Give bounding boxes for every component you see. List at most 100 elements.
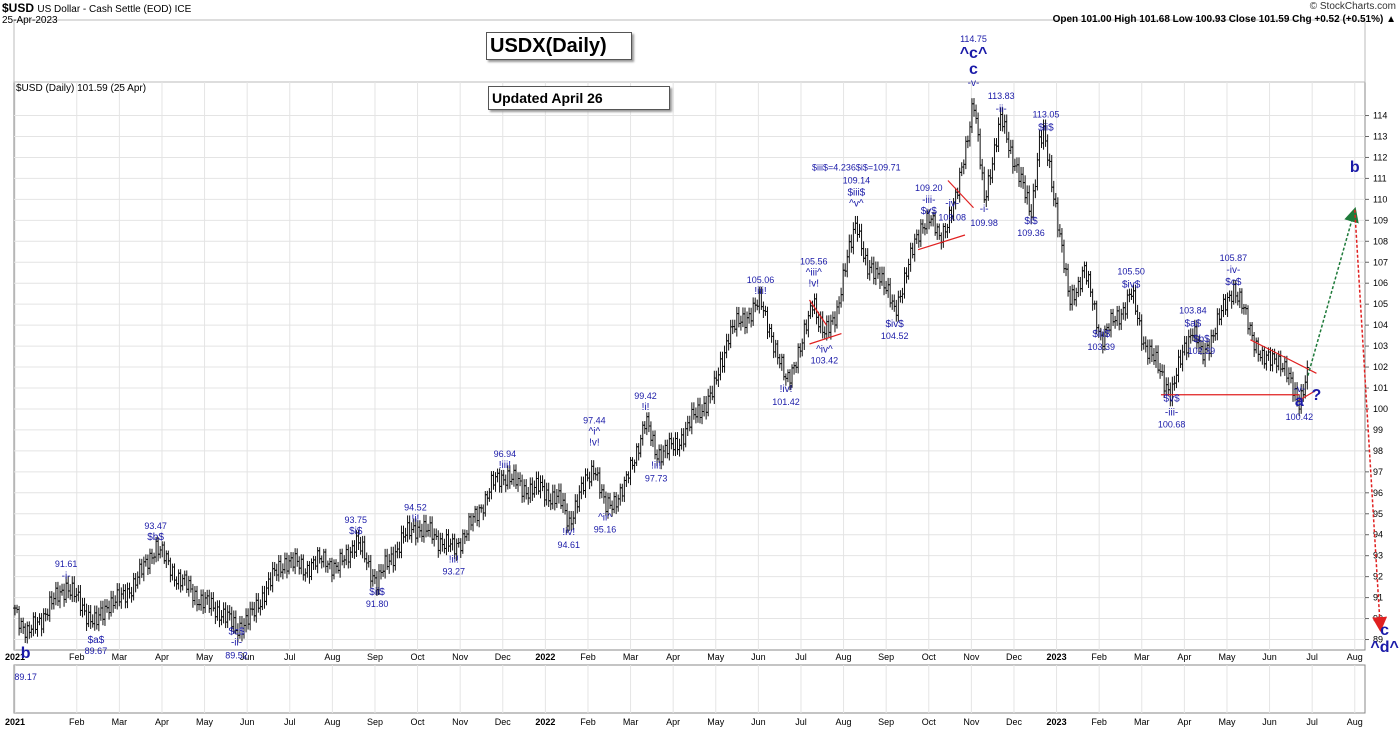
x-tick-label-lower: Oct [922,717,937,727]
x-tick-label-lower: May [196,717,214,727]
y-tick-label: 109 [1373,215,1388,225]
wave-label: ^ii^ [598,512,612,523]
x-tick-label-lower: May [707,717,725,727]
price-label: 89.67 [85,646,108,656]
x-tick-label-lower: Dec [1006,717,1023,727]
price-label: 109.36 [1017,228,1045,238]
x-tick-label-lower: Mar [112,717,128,727]
trendline [1250,339,1317,374]
x-tick-label: Apr [1177,652,1191,662]
x-tick-label: 2022 [535,652,555,662]
y-tick-label: 110 [1373,194,1387,204]
wave-label: $b$ [147,532,164,543]
wave-label-major: ^d^ [1370,639,1398,656]
trendline [808,299,828,326]
x-tick-label: Jul [1306,652,1318,662]
forecast-arrow [1354,209,1388,633]
trendline [809,332,842,345]
wave-label: !i! [642,402,650,413]
x-tick-label: Apr [666,652,680,662]
x-tick-label: Aug [836,652,852,662]
wave-label: -v- [1294,384,1306,395]
y-tick-label: 108 [1373,236,1388,246]
wave-label: $i$ [1024,216,1038,227]
wave-label: $ii$ [369,587,385,598]
x-tick-label: Sep [878,652,894,662]
x-tick-label-lower: Dec [495,717,512,727]
y-tick-label: 93 [1373,551,1383,561]
y-tick-label: 96 [1373,488,1383,498]
x-tick-label-lower: Nov [452,717,469,727]
x-tick-label: Sep [367,652,383,662]
price-label: 105.87 [1220,253,1248,263]
price-label: 104.52 [881,331,909,341]
x-tick-label-lower: Aug [836,717,852,727]
symbol-name: US Dollar - Cash Settle (EOD) ICE [37,4,192,15]
y-tick-label: 114 [1373,111,1387,121]
price-label: 97.73 [645,474,668,484]
x-tick-label: Feb [1091,652,1107,662]
x-tick-label-lower: Nov [963,717,980,727]
x-tick-label: Mar [623,652,639,662]
y-tick-label: 91 [1373,593,1383,603]
y-tick-label: 89 [1373,635,1383,645]
x-tick-label: May [707,652,725,662]
price-label: 99.42 [634,391,657,401]
price-label: 97.44 [583,416,606,426]
wave-label-major: b [21,645,31,662]
wave-label: $iv$ [886,319,905,330]
y-tick-label: 94 [1373,530,1383,540]
wave-label: !i! [412,513,420,524]
price-label: 109.14 [843,175,871,185]
x-tick-label-lower: Jun [240,717,255,727]
wave-label: $c$ [1225,277,1242,288]
x-tick-label-lower: Jul [284,717,296,727]
x-tick-label-lower: Apr [1177,717,1191,727]
x-tick-label-lower: Mar [623,717,639,727]
x-tick-label: Mar [112,652,128,662]
updated-box: Updated April 26 [488,86,670,110]
wave-label: -iii- [922,195,935,206]
x-tick-label: Oct [922,652,937,662]
x-tick-label: Mar [1134,652,1150,662]
price-label: 101.42 [772,397,800,407]
x-tick-label-lower: 2022 [535,717,555,727]
chart-date: 25-Apr-2023 [2,15,58,26]
wave-label: $v$ [1164,394,1181,405]
y-tick-label: 99 [1373,425,1383,435]
price-label: 91.61 [55,559,78,569]
x-tick-label-lower: Sep [367,717,383,727]
wave-label: !iv! [562,527,575,538]
price-label: 114.75 [960,34,987,44]
y-tick-label: 105 [1373,299,1388,309]
y-tick-label: 104 [1373,320,1388,330]
title-panel [13,19,1366,83]
forecast-arrow [1307,206,1359,376]
y-tick-label: 100 [1373,404,1388,414]
wave-label: $a$ [88,635,105,646]
x-tick-label: Jul [795,652,807,662]
x-tick-label: Jun [1262,652,1277,662]
wave-label: -iv- [945,199,959,210]
price-label: 103.39 [1088,342,1116,352]
price-label: 113.83 [988,91,1015,101]
price-label: 100.42 [1286,412,1314,422]
x-tick-label: Feb [69,652,85,662]
x-tick-label: Jun [240,652,255,662]
wave-label: ^i^ [589,427,601,438]
x-tick-label-lower: Apr [666,717,680,727]
price-label: 109.98 [970,218,998,228]
wave-label: !iii! [754,286,766,297]
price-label: 105.56 [800,256,828,266]
y-tick-label: 92 [1373,572,1383,582]
wave-label: $iii$ [847,187,865,198]
y-tick-label: 102 [1373,362,1388,372]
x-tick-label-lower: Feb [580,717,596,727]
price-label: 94.52 [404,502,427,512]
x-tick-label-lower: Jun [1262,717,1277,727]
x-tick-label: Aug [1347,652,1363,662]
wave-label: $iii$ [1092,329,1110,340]
price-label: 95.16 [594,524,617,534]
wave-label: ^v^ [849,198,864,209]
lower-panel [13,664,1366,714]
